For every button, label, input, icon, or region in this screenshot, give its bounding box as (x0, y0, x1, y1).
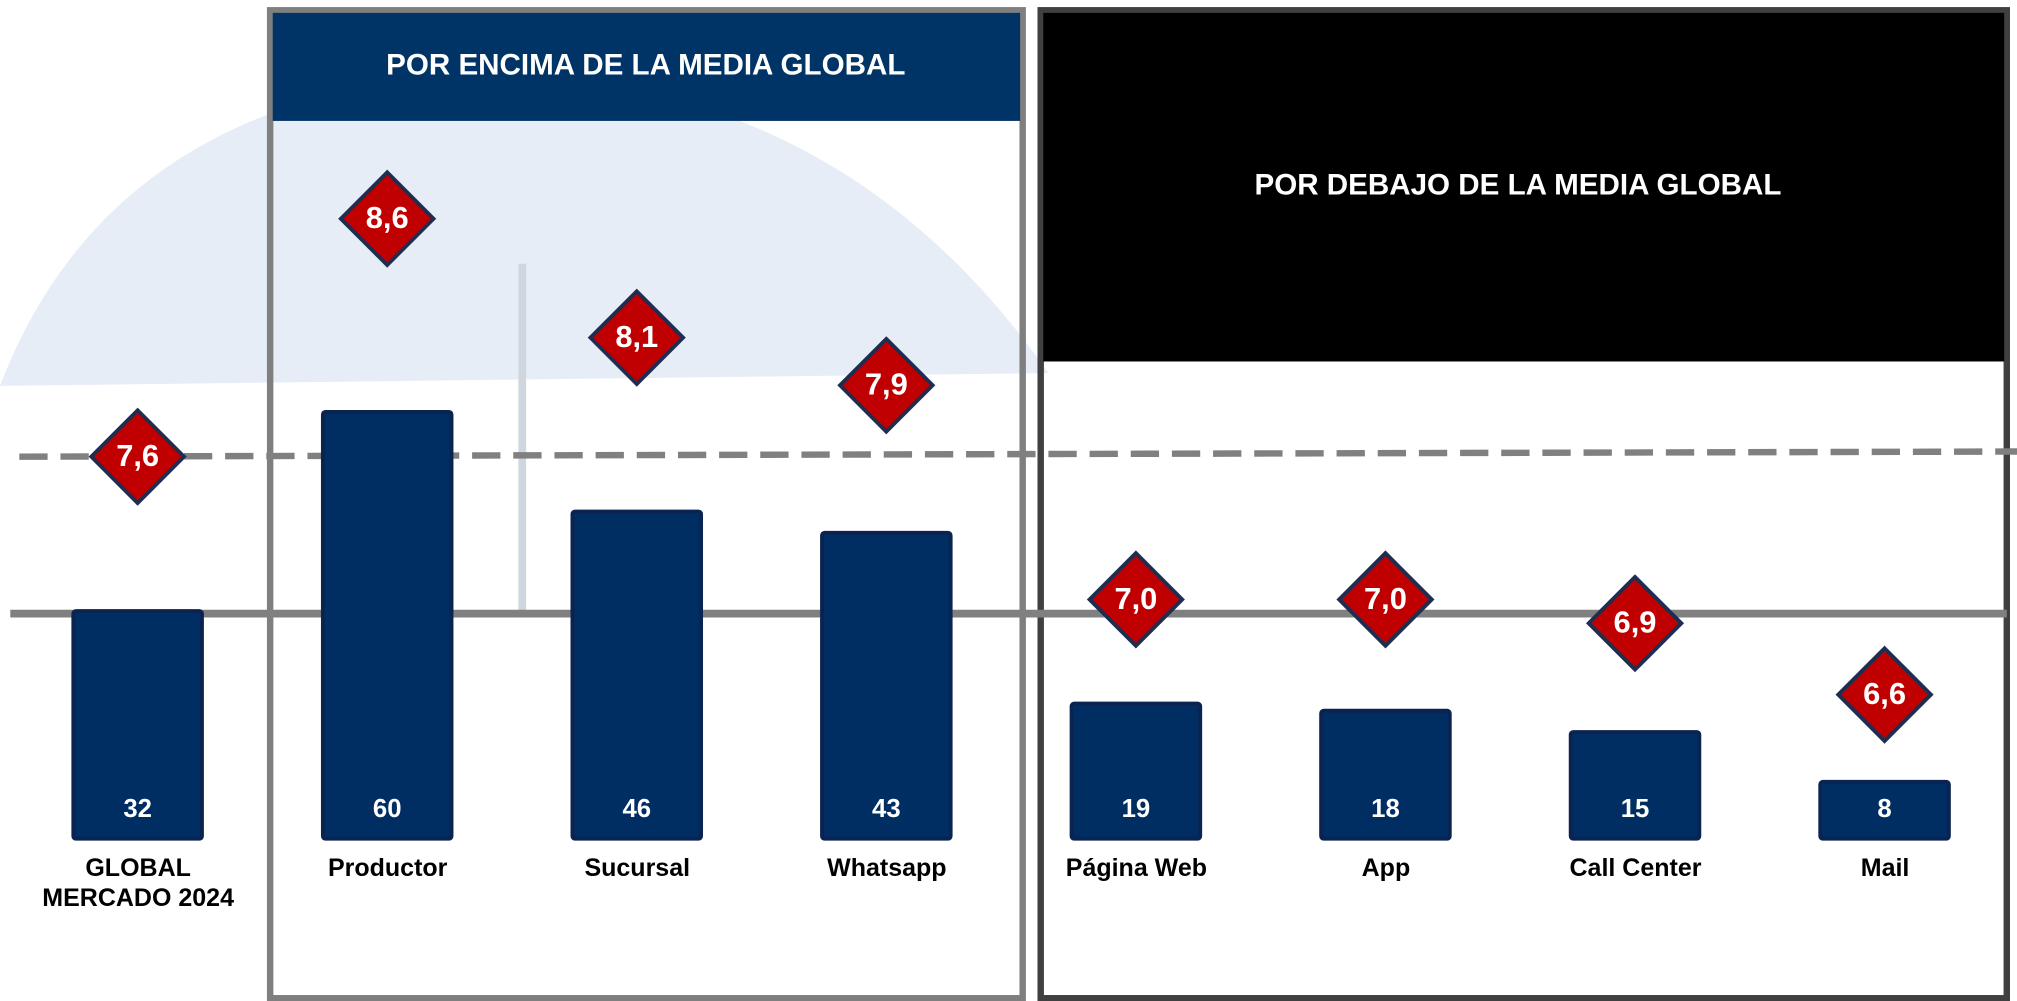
score-marker (1086, 550, 1185, 649)
score-label: 7,0 (1364, 581, 1407, 616)
bar (1568, 730, 1702, 841)
bar (71, 609, 204, 841)
score-marker (88, 407, 187, 506)
panel-title: POR ENCIMA DE LA MEDIA GLOBAL (386, 49, 905, 82)
score-label: 6,9 (1614, 605, 1657, 640)
category-label: Call Center (1569, 853, 1702, 882)
score-marker (1336, 550, 1435, 649)
score-label: 7,9 (865, 367, 908, 402)
score-label: 6,6 (1863, 676, 1906, 711)
score-label: 8,6 (366, 200, 409, 235)
bar (820, 530, 953, 841)
score-marker (1835, 645, 1934, 744)
category-label: Whatsapp (827, 853, 947, 882)
score-marker (587, 288, 686, 387)
category-label: App (1361, 853, 1411, 882)
panel-title: POR DEBAJO DE LA MEDIA GLOBAL (1254, 168, 1781, 201)
category-label: Sucursal (584, 853, 691, 882)
bar (1069, 701, 1203, 841)
bar-value-label: 43 (872, 795, 901, 823)
panel-header (272, 12, 1021, 121)
category-label: GLOBAL MERCADO 2024 (42, 853, 234, 912)
score-marker (837, 336, 936, 435)
bar-value-label: 46 (622, 795, 651, 823)
panel-frame (1037, 7, 2011, 1001)
bar-value-label: 32 (123, 795, 152, 823)
bar-value-label: 8 (1877, 795, 1891, 823)
bar-value-label: 60 (373, 795, 402, 823)
bar (320, 409, 454, 841)
category-label: Página Web (1065, 853, 1208, 882)
panel-frame (266, 7, 1026, 1001)
bar-value-label: 15 (1621, 795, 1650, 823)
score-marker (1585, 574, 1685, 673)
global-score-line (19, 448, 2017, 460)
panel-header (1043, 12, 2005, 362)
score-label: 7,6 (116, 438, 159, 473)
category-label: Mail (1860, 853, 1910, 882)
bar (1319, 708, 1452, 841)
bar (1818, 779, 1951, 841)
score-label: 8,1 (615, 319, 658, 354)
score-label: 7,0 (1114, 581, 1157, 616)
bar-value-label: 19 (1122, 795, 1151, 823)
bar-value-label: 18 (1371, 795, 1400, 823)
category-label: Productor (327, 853, 448, 882)
bar (570, 509, 704, 841)
background-umbrella (0, 75, 1049, 386)
score-marker (338, 169, 437, 268)
